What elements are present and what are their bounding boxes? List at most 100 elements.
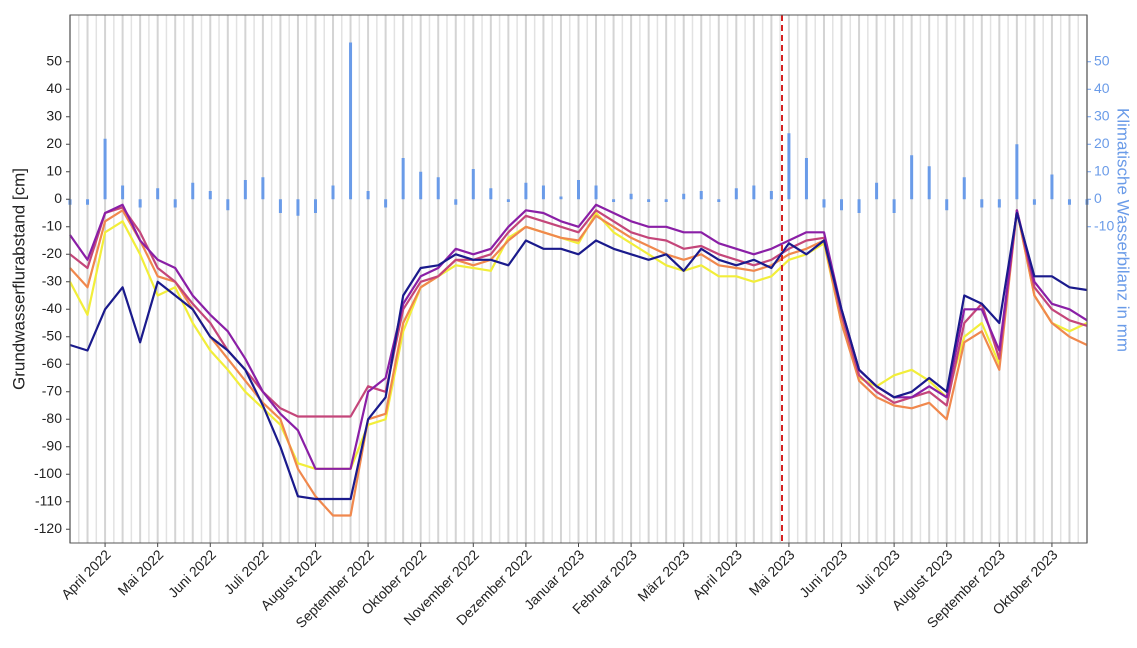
- bar: [208, 191, 212, 200]
- bar: [401, 158, 405, 200]
- bar: [664, 199, 668, 202]
- bar: [226, 199, 230, 211]
- bar: [313, 199, 317, 213]
- bar: [927, 166, 931, 200]
- plot-area: [69, 14, 1088, 544]
- x-tick-label: Juni 2022: [165, 546, 219, 600]
- bar: [577, 180, 580, 200]
- bar: [804, 158, 808, 200]
- bar: [173, 199, 177, 208]
- bar: [682, 193, 686, 200]
- y-tick-label: -110: [35, 492, 62, 508]
- plot-layer: [68, 15, 1089, 543]
- y-tick-label: -80: [42, 410, 62, 426]
- x-tick-label: April 2022: [58, 546, 114, 602]
- bar: [384, 199, 388, 208]
- bar: [191, 182, 195, 200]
- bar: [594, 185, 598, 200]
- bar: [121, 185, 125, 200]
- bar: [349, 42, 353, 200]
- y-tick-label: -30: [42, 272, 62, 288]
- bar: [752, 185, 756, 200]
- bar: [717, 199, 721, 202]
- y2-tick-label: 0: [1094, 190, 1102, 206]
- bar: [506, 199, 510, 202]
- bar: [945, 199, 949, 211]
- y-tick-label: -120: [34, 520, 62, 536]
- bar: [997, 199, 1001, 208]
- y2-tick-label: -10: [1094, 217, 1114, 233]
- bar: [419, 171, 423, 200]
- y-axis-title: Grundwasserflurabstand [cm]: [9, 168, 28, 390]
- y-tick-label: -20: [42, 245, 62, 261]
- y-tick-label: -50: [42, 327, 62, 343]
- bar: [1067, 199, 1071, 205]
- y-tick-label: 10: [46, 162, 62, 178]
- bar: [962, 177, 966, 200]
- y-tick-label: -40: [42, 300, 62, 316]
- bar: [892, 199, 896, 213]
- x-tick-label: April 2023: [689, 546, 745, 602]
- y-tick-label: 40: [46, 80, 62, 96]
- bar: [103, 138, 107, 200]
- line-series: [69, 209, 1088, 517]
- bar: [261, 177, 265, 200]
- y-tick-label: 50: [46, 52, 62, 68]
- line-series: [69, 211, 1088, 501]
- bar: [559, 196, 563, 200]
- bar: [647, 199, 651, 202]
- bar: [296, 199, 300, 216]
- bar: [822, 199, 826, 208]
- x-tick-label: Juli 2022: [221, 546, 272, 597]
- bar: [1050, 174, 1054, 200]
- x-tick-label: Juni 2023: [796, 546, 850, 600]
- bar: [524, 182, 528, 200]
- y2-tick-label: 20: [1094, 135, 1110, 151]
- bar: [454, 199, 458, 205]
- bar: [875, 182, 879, 200]
- bar: [980, 199, 984, 208]
- y-tick-label: -70: [42, 382, 62, 398]
- y-tick-label: 0: [54, 190, 62, 206]
- y2-axis-title: Klimatische Wasserbilanz in mm: [1114, 108, 1133, 352]
- bar: [86, 199, 90, 205]
- y-tick-label: -100: [34, 465, 62, 481]
- y-tick-label: -10: [42, 217, 62, 233]
- bar: [769, 191, 773, 200]
- x-tick-label: Mai 2023: [746, 546, 798, 598]
- bar: [138, 199, 142, 208]
- bar: [471, 169, 475, 200]
- bar: [857, 199, 861, 213]
- bar: [910, 155, 914, 200]
- y-tick-label: 30: [46, 107, 62, 123]
- bar: [436, 177, 440, 200]
- y-tick-label: -90: [42, 437, 62, 453]
- x-tick-label: März 2023: [634, 546, 692, 604]
- line-series: [69, 209, 1088, 470]
- bar: [1015, 144, 1019, 200]
- bar: [243, 180, 247, 200]
- bar: [629, 193, 633, 200]
- bar: [699, 191, 703, 200]
- x-tick-label: Juli 2023: [852, 546, 903, 597]
- bar: [787, 133, 791, 200]
- bar: [156, 188, 160, 200]
- bar: [1032, 199, 1036, 205]
- y2-tick-label: 50: [1094, 52, 1110, 68]
- y-tick-label: -60: [42, 355, 62, 371]
- bar: [489, 188, 493, 200]
- bar: [366, 191, 370, 200]
- bar: [331, 185, 335, 200]
- bar: [541, 185, 545, 200]
- y2-tick-label: 30: [1094, 107, 1110, 123]
- bar: [840, 199, 844, 211]
- y2-tick-label: 40: [1094, 80, 1110, 96]
- x-tick-label: Mai 2022: [114, 546, 166, 598]
- bar: [278, 199, 282, 213]
- y2-tick-label: 10: [1094, 162, 1110, 178]
- line-series: [69, 203, 1088, 470]
- bar: [734, 188, 738, 200]
- y-tick-label: 20: [46, 135, 62, 151]
- bar: [612, 199, 616, 202]
